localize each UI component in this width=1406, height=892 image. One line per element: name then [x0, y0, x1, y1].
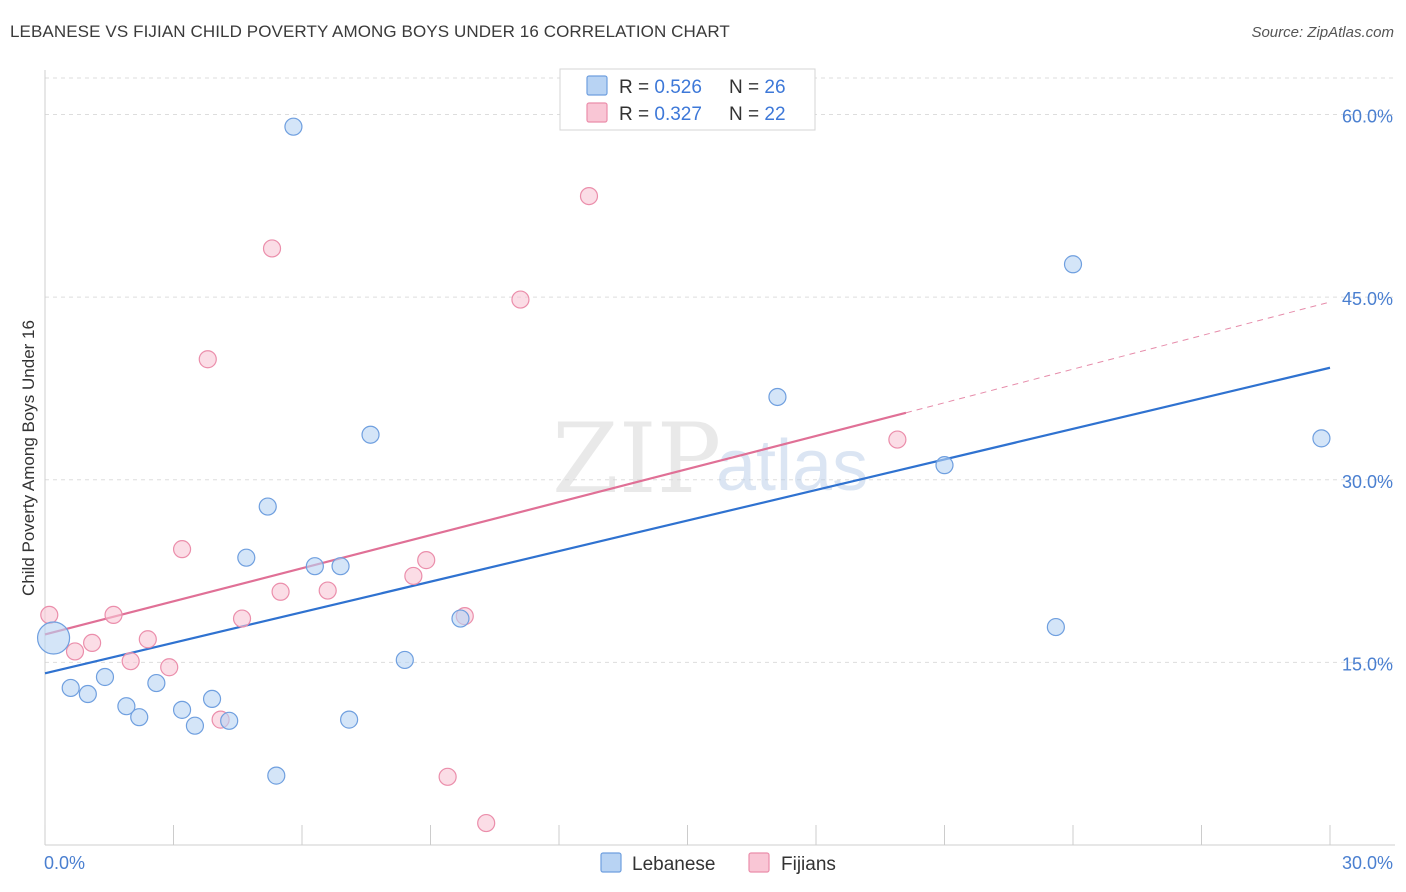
series-legend: Lebanese Fijians — [600, 852, 836, 875]
data-point-lebanese — [1312, 429, 1331, 448]
x-axis-ticks — [44, 825, 1331, 845]
data-point-lebanese — [1063, 255, 1083, 274]
data-point-lebanese — [78, 684, 97, 704]
y-tick-label: 30.0% — [1342, 472, 1393, 492]
data-point-fijian — [262, 239, 282, 258]
data-point-lebanese — [305, 557, 324, 576]
data-point-fijian — [104, 605, 123, 625]
data-point-fijian — [477, 813, 496, 833]
data-point-fijian — [888, 430, 907, 449]
data-point-lebanese — [1046, 617, 1065, 637]
data-point-fijian — [271, 582, 290, 601]
data-point-fijian — [404, 566, 423, 586]
data-point-fijian — [65, 642, 85, 661]
y-tick-label: 60.0% — [1342, 107, 1393, 127]
y-axis-title: Child Poverty Among Boys Under 16 — [19, 320, 38, 596]
data-point-fijian — [511, 290, 530, 309]
bottom-legend-label-lebanese: Lebanese — [632, 854, 715, 875]
data-point-lebanese — [331, 557, 350, 576]
data-point-fijian — [579, 186, 599, 206]
data-point-lebanese — [284, 117, 303, 136]
data-point-lebanese — [451, 609, 470, 628]
data-point-lebanese — [117, 697, 136, 716]
chart-title: LEBANESE VS FIJIAN CHILD POVERTY AMONG B… — [10, 22, 730, 41]
data-point-fijian — [83, 633, 102, 653]
data-point-fijian — [160, 658, 179, 677]
data-point-lebanese — [147, 673, 166, 693]
source-label: Source: ZipAtlas.com — [1251, 24, 1394, 41]
trend-lines — [44, 301, 1331, 675]
data-point-fijian — [172, 540, 192, 559]
x-tick-label-max: 30.0% — [1342, 853, 1393, 873]
data-point-lebanese — [172, 700, 192, 719]
x-tick-label-min: 0.0% — [44, 853, 85, 873]
bottom-legend-swatch-lebanese — [600, 852, 622, 873]
legend-n-label-fijian: N = — [729, 104, 764, 125]
legend-n-value-fijian: 22 — [764, 104, 785, 125]
data-point-lebanese — [61, 678, 80, 698]
data-point-lebanese — [220, 711, 239, 730]
trend-line-fijian-extension — [905, 301, 1331, 414]
legend-row-fijian: R = 0.327 — [619, 104, 702, 125]
bottom-legend-swatch-fijian — [748, 852, 770, 873]
data-point-lebanese — [130, 708, 149, 727]
correlation-legend: R = 0.526 N = 26 R = 0.327 N = 22 — [559, 68, 816, 131]
legend-swatch-fijian — [586, 102, 608, 123]
data-point-fijian — [40, 605, 59, 625]
legend-n-value-lebanese: 26 — [764, 77, 785, 98]
data-point-lebanese — [935, 456, 954, 475]
y-tick-label: 45.0% — [1342, 289, 1393, 309]
data-points — [36, 117, 1331, 833]
legend-swatch-lebanese — [586, 75, 608, 96]
watermark: ZIP atlas — [552, 403, 868, 515]
data-point-lebanese — [202, 689, 222, 709]
grid-lines — [45, 77, 1395, 663]
data-point-fijian — [232, 609, 252, 628]
data-point-lebanese — [768, 387, 787, 407]
y-tick-label: 15.0% — [1342, 654, 1393, 674]
data-point-lebanese — [395, 650, 414, 670]
data-point-fijian — [121, 652, 140, 671]
data-point-lebanese — [237, 548, 256, 567]
y-axis-tick-labels: 15.0% 30.0% 45.0% 60.0% — [1342, 107, 1393, 675]
legend-r-value-fijian: 0.327 — [654, 104, 702, 125]
data-point-lebanese — [258, 497, 277, 516]
data-point-fijian — [417, 551, 436, 570]
legend-r-label-fijian: R = — [619, 104, 654, 125]
bottom-legend-label-fijian: Fijians — [781, 854, 836, 875]
data-point-lebanese — [267, 766, 286, 785]
legend-n-fijian: N = 22 — [729, 104, 786, 125]
legend-r-value-lebanese: 0.526 — [654, 77, 702, 98]
data-point-lebanese — [95, 667, 115, 687]
data-point-lebanese — [185, 716, 205, 735]
data-point-fijian — [438, 767, 457, 786]
data-point-fijian — [318, 581, 337, 600]
trend-line-lebanese — [44, 366, 1331, 675]
data-point-lebanese — [361, 425, 380, 444]
watermark-atlas: atlas — [716, 426, 868, 506]
legend-row-lebanese: R = 0.526 — [619, 77, 702, 98]
legend-r-label-lebanese: R = — [619, 77, 654, 98]
data-point-lebanese — [340, 710, 359, 729]
data-point-fijian — [138, 630, 157, 649]
legend-n-label-lebanese: N = — [729, 77, 764, 98]
data-point-lebanese — [36, 621, 71, 655]
legend-n-lebanese: N = 26 — [729, 77, 786, 98]
trend-line-fijian — [44, 411, 907, 636]
data-point-fijian — [198, 350, 217, 369]
